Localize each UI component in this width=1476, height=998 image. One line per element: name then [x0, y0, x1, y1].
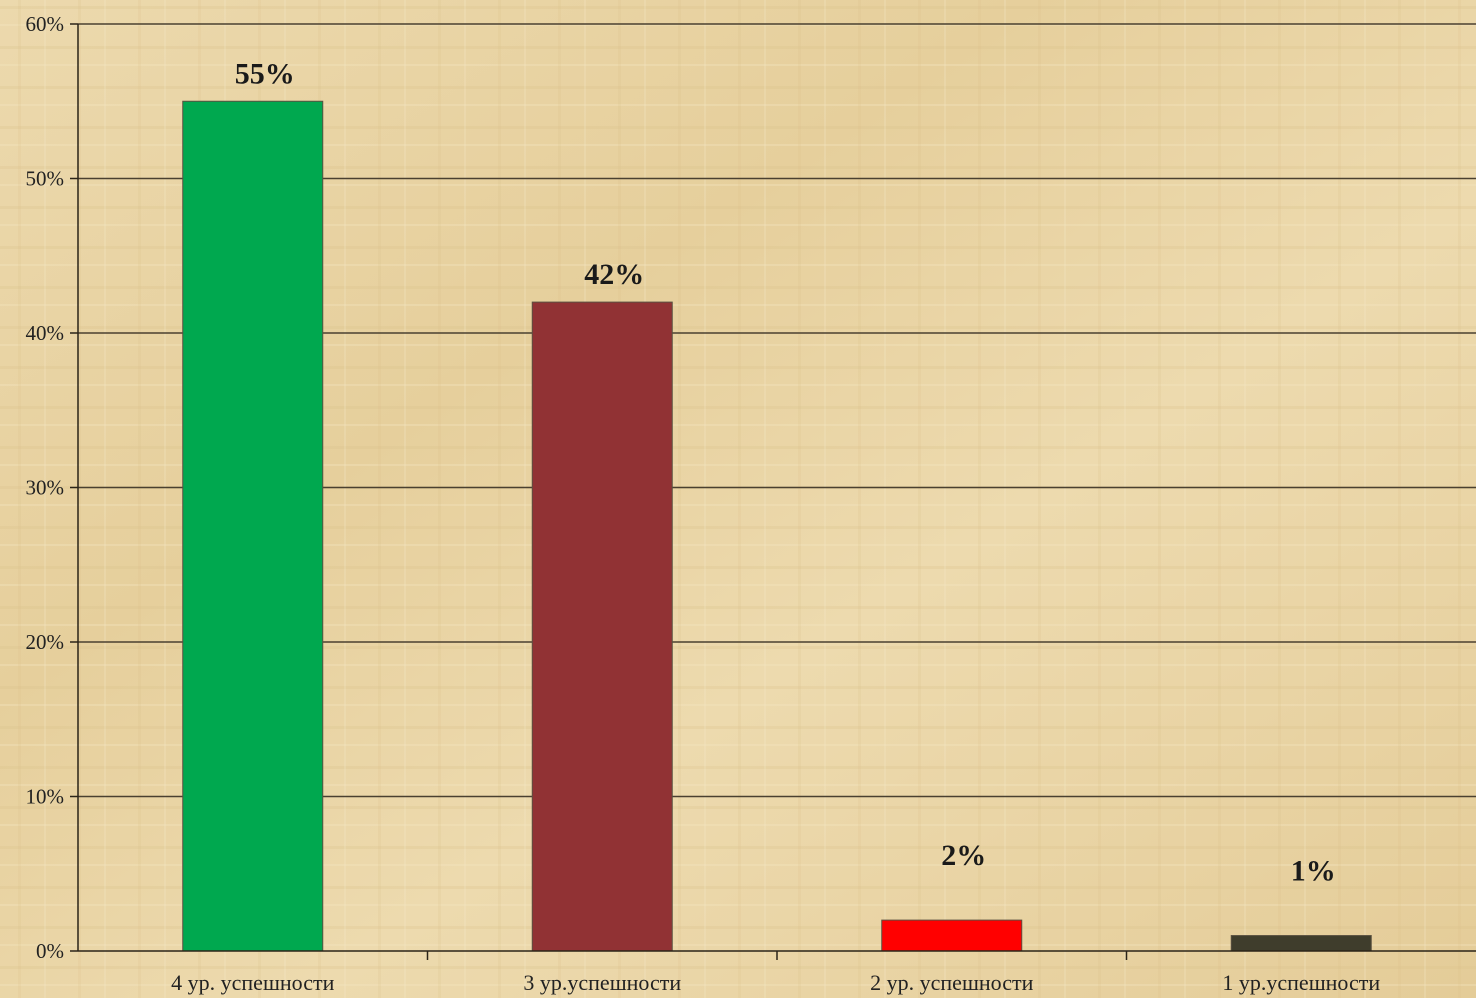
category-label: 1 ур.успешности — [1222, 970, 1380, 995]
axes: 0% 10% 20% 30% 40% 50% 60% — [26, 12, 1476, 963]
data-label: 1% — [1291, 855, 1336, 888]
y-tick-label: 30% — [26, 476, 65, 500]
data-label: 2% — [941, 839, 986, 872]
y-tick-label: 50% — [26, 167, 65, 191]
bars — [182, 100, 1372, 952]
y-tick-label: 20% — [26, 630, 65, 654]
category-label: 4 ур. успешности — [171, 970, 334, 995]
bar-1 — [182, 100, 324, 952]
y-tick-label: 0% — [36, 939, 64, 963]
y-tick-label: 60% — [26, 12, 65, 36]
bar-3 — [881, 919, 1023, 952]
bar-2 — [531, 301, 673, 952]
data-label: 55% — [235, 57, 295, 90]
bar-4 — [1230, 935, 1372, 952]
y-tick-label: 10% — [26, 785, 65, 809]
labels: 4 ур. успешности 55% 3 ур.успешности 42% 2 у… — [171, 57, 1380, 995]
category-label: 2 ур. успешности — [870, 970, 1033, 995]
category-label: 3 ур.успешности — [523, 970, 681, 995]
y-tick-label: 40% — [26, 321, 65, 345]
data-label: 42% — [584, 258, 644, 291]
